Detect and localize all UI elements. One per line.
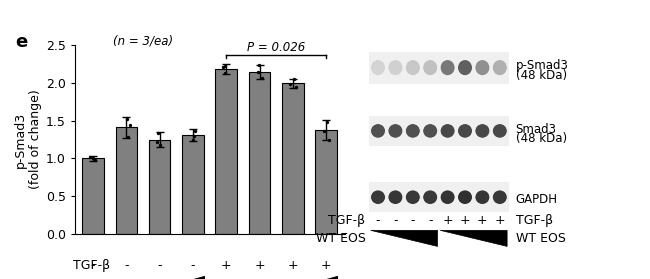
Ellipse shape (371, 60, 385, 75)
Bar (83, 158, 104, 234)
Text: TGF-β: TGF-β (515, 214, 553, 227)
Ellipse shape (424, 191, 437, 203)
Ellipse shape (389, 125, 402, 137)
Bar (249, 72, 270, 234)
Ellipse shape (458, 124, 472, 138)
Ellipse shape (389, 190, 402, 204)
Bar (282, 83, 304, 234)
Ellipse shape (423, 190, 437, 204)
Text: (48 kDa): (48 kDa) (515, 69, 567, 82)
Text: Smad3: Smad3 (515, 122, 557, 136)
Text: -: - (411, 214, 415, 227)
Text: +: + (254, 259, 265, 272)
Ellipse shape (371, 191, 385, 203)
Bar (215, 69, 237, 234)
Ellipse shape (371, 125, 385, 137)
Ellipse shape (371, 61, 385, 75)
Text: P = 0.026: P = 0.026 (247, 41, 306, 54)
Text: +: + (321, 259, 332, 272)
Ellipse shape (423, 124, 437, 138)
Text: (48 kDa): (48 kDa) (515, 132, 567, 145)
Ellipse shape (476, 191, 489, 203)
Text: -: - (91, 259, 96, 272)
Ellipse shape (371, 124, 385, 138)
Text: -: - (428, 214, 432, 227)
Ellipse shape (475, 190, 489, 204)
Ellipse shape (458, 191, 472, 203)
Ellipse shape (458, 60, 472, 75)
Ellipse shape (441, 61, 454, 75)
Text: -: - (124, 259, 129, 272)
Ellipse shape (458, 61, 472, 75)
Text: TGF-β: TGF-β (73, 259, 110, 272)
Ellipse shape (406, 191, 419, 203)
FancyBboxPatch shape (369, 52, 509, 84)
Ellipse shape (441, 190, 454, 204)
Ellipse shape (406, 190, 420, 204)
Ellipse shape (389, 124, 402, 138)
Ellipse shape (476, 125, 489, 137)
Ellipse shape (493, 191, 506, 203)
Polygon shape (83, 276, 204, 279)
Ellipse shape (493, 125, 506, 137)
Ellipse shape (493, 124, 507, 138)
Text: WT EOS: WT EOS (316, 232, 365, 245)
Ellipse shape (406, 61, 419, 75)
Text: -: - (376, 214, 380, 227)
FancyBboxPatch shape (369, 182, 509, 212)
Ellipse shape (424, 61, 437, 75)
Bar (116, 127, 137, 234)
Text: e: e (16, 33, 28, 51)
Text: -: - (157, 259, 162, 272)
Text: +: + (495, 214, 505, 227)
Ellipse shape (476, 61, 489, 75)
Ellipse shape (458, 125, 472, 137)
Polygon shape (215, 276, 337, 279)
Polygon shape (370, 230, 437, 246)
Ellipse shape (475, 60, 489, 75)
Ellipse shape (441, 60, 454, 75)
Ellipse shape (475, 124, 489, 138)
Ellipse shape (493, 190, 507, 204)
Ellipse shape (389, 61, 402, 75)
Y-axis label: p-Smad3
(fold of change): p-Smad3 (fold of change) (14, 90, 42, 189)
Ellipse shape (441, 191, 454, 203)
Text: p-Smad3: p-Smad3 (515, 59, 569, 72)
Ellipse shape (423, 60, 437, 75)
Ellipse shape (371, 190, 385, 204)
Text: TGF-β: TGF-β (328, 214, 365, 227)
Text: +: + (287, 259, 298, 272)
Ellipse shape (424, 125, 437, 137)
Ellipse shape (406, 125, 419, 137)
Bar (182, 135, 204, 234)
Ellipse shape (441, 125, 454, 137)
Ellipse shape (493, 60, 507, 75)
Text: -: - (393, 214, 398, 227)
Text: +: + (442, 214, 453, 227)
Ellipse shape (389, 191, 402, 203)
Ellipse shape (406, 124, 420, 138)
Ellipse shape (441, 124, 454, 138)
Ellipse shape (389, 60, 402, 75)
Bar (149, 140, 170, 234)
Ellipse shape (458, 190, 472, 204)
Text: WT EOS: WT EOS (515, 232, 566, 245)
Text: +: + (221, 259, 231, 272)
Text: +: + (477, 214, 488, 227)
Ellipse shape (493, 61, 506, 75)
FancyBboxPatch shape (369, 116, 509, 146)
Bar (315, 130, 337, 234)
Text: GAPDH: GAPDH (515, 193, 558, 206)
Text: -: - (190, 259, 195, 272)
Text: (n = 3/ea): (n = 3/ea) (113, 35, 173, 48)
Ellipse shape (406, 60, 420, 75)
Text: +: + (460, 214, 471, 227)
Polygon shape (440, 230, 507, 246)
